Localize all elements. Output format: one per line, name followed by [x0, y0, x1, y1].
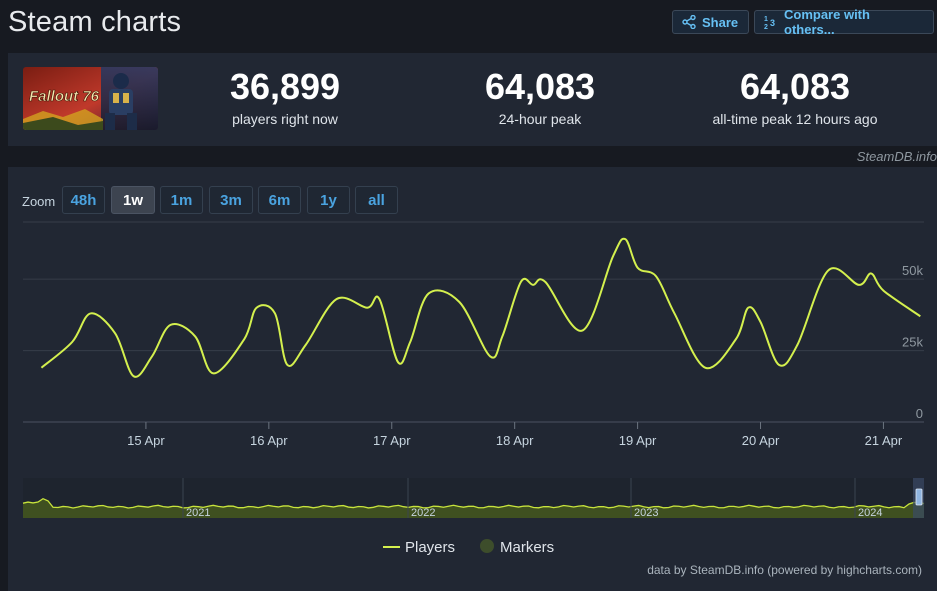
- navigator-year-label: 2021: [186, 507, 210, 519]
- legend: Players Markers: [383, 539, 554, 556]
- zoom-6m-button[interactable]: 6m: [258, 186, 301, 214]
- navigator-labels: 2021 2022 2023 2024: [182, 478, 882, 519]
- highcharts-credit[interactable]: data by SteamDB.info (powered by highcha…: [647, 563, 922, 577]
- y-tick-label: 0: [916, 406, 923, 421]
- stat-label: all-time peak 12 hours ago: [712, 111, 878, 127]
- zoom-1m-button[interactable]: 1m: [160, 186, 203, 214]
- navigator-year-label: 2023: [634, 507, 658, 519]
- players-series-line: [40, 237, 921, 378]
- share-icon: [682, 15, 696, 29]
- share-button-label: Share: [702, 14, 739, 30]
- stat-label: 24-hour peak: [498, 111, 582, 127]
- compare-button[interactable]: 1 2 3 Compare with others...: [754, 7, 934, 37]
- zoom-3m-button[interactable]: 3m: [209, 186, 253, 214]
- zoom-48h-button[interactable]: 48h: [62, 186, 105, 214]
- x-axis: 15 Apr 16 Apr 17 Apr 18 Apr 19 Apr 20 Apr 21 A…: [127, 422, 903, 448]
- x-tick-label: 18 Apr: [496, 433, 534, 448]
- stats-panel: Fallout 76 36,899 players right now 64,0…: [8, 53, 937, 146]
- x-tick-label: 17 Apr: [373, 433, 411, 448]
- game-logo[interactable]: Fallout 76: [23, 67, 158, 130]
- navigator-line: [22, 497, 925, 509]
- navigator-year-label: 2022: [411, 507, 435, 519]
- x-tick-label: 16 Apr: [250, 433, 288, 448]
- navigator-area: [23, 498, 924, 518]
- stat-24h-peak: 64,083 24-hour peak: [415, 66, 665, 128]
- y-tick-label: 25k: [902, 335, 923, 350]
- svg-text:3: 3: [770, 18, 775, 28]
- x-tick-label: 21 Apr: [865, 433, 903, 448]
- zoom-1w-button[interactable]: 1w: [111, 186, 155, 214]
- game-logo-art: Fallout 76: [23, 67, 158, 130]
- steamdb-credit[interactable]: SteamDB.info: [856, 149, 937, 164]
- compare-button-label: Compare with others...: [784, 7, 870, 37]
- stat-value: 64,083: [484, 66, 596, 107]
- stat-value: 64,083: [739, 66, 851, 107]
- zoom-1y-button[interactable]: 1y: [307, 186, 350, 214]
- x-tick-label: 20 Apr: [742, 433, 780, 448]
- x-tick-label: 15 Apr: [127, 433, 165, 448]
- x-tick-label: 19 Apr: [619, 433, 657, 448]
- svg-text:2: 2: [764, 24, 768, 30]
- svg-text:Fallout 76: Fallout 76: [29, 88, 100, 105]
- zoom-all-button[interactable]: all: [355, 186, 398, 214]
- chart-panel: Zoom 48h 1w 1m 3m 6m 1y all 0 25k 50k 15 A…: [8, 167, 937, 591]
- legend-label-players: Players: [405, 539, 455, 556]
- stat-players-now: 36,899 players right now: [160, 66, 410, 128]
- page-title: Steam charts: [8, 6, 182, 38]
- stat-all-time-peak: 64,083 all-time peak 12 hours ago: [670, 66, 920, 128]
- zoom-label: Zoom: [22, 194, 56, 209]
- navigator-handle[interactable]: [915, 488, 923, 506]
- players-chart[interactable]: 0 25k 50k 15 Apr 16 Apr 17 Apr 18 Apr 19 Apr 20…: [8, 167, 937, 591]
- sort-numeric-icon: 1 2 3: [764, 16, 775, 30]
- legend-item-markers[interactable]: Markers: [480, 539, 554, 556]
- legend-item-players[interactable]: Players: [383, 539, 455, 556]
- navigator: 2021 2022 2023 2024: [22, 478, 925, 519]
- stat-label: players right now: [232, 111, 338, 127]
- navigator-year-label: 2024: [858, 507, 882, 519]
- legend-label-markers: Markers: [500, 539, 554, 556]
- svg-text:1: 1: [764, 16, 768, 23]
- share-button[interactable]: Share: [672, 10, 749, 34]
- stat-value: 36,899: [229, 66, 341, 107]
- y-tick-label: 50k: [902, 263, 923, 278]
- grid: [23, 221, 924, 423]
- y-axis-labels: 0 25k 50k: [902, 263, 923, 421]
